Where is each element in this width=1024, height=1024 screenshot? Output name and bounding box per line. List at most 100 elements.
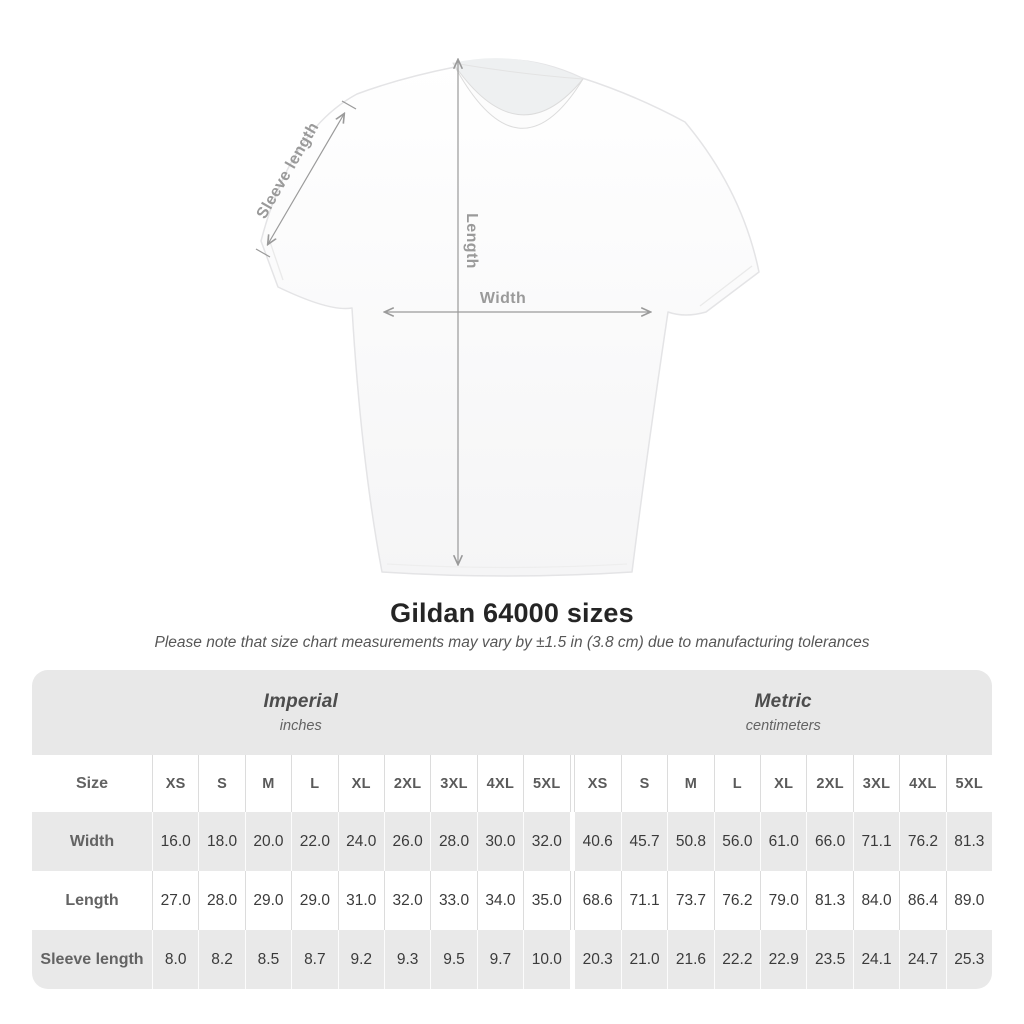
size-header-row: Size XS S M L XL 2XL 3XL 4XL 5XL XS S M L XL 2XL 3XL 4XL 5… — [32, 755, 992, 812]
metric-value: 40.6 — [582, 832, 613, 850]
metric-value: 21.6 — [667, 930, 713, 989]
imperial-value: 8.7 — [291, 930, 337, 989]
imperial-value: 9.2 — [337, 930, 384, 989]
metric-value: 76.2 — [899, 812, 945, 871]
metric-value: 86.4 — [899, 871, 945, 930]
metric-value: 45.7 — [620, 812, 667, 871]
metric-size-header: S — [620, 755, 667, 812]
metric-value: 22.9 — [760, 930, 806, 989]
imperial-size-header: 5XL — [523, 755, 569, 812]
metric-value: 22.2 — [713, 930, 760, 989]
tshirt-diagram: Width Length Sleeve length — [254, 40, 760, 577]
metric-value: 61.0 — [760, 812, 806, 871]
tshirt-image — [260, 58, 760, 577]
imperial-value: 32.0 — [523, 812, 569, 871]
metric-value: 68.6 — [582, 891, 613, 909]
imperial-value: 9.7 — [476, 930, 523, 989]
metric-section-header: Metric centimeters — [575, 670, 993, 755]
imperial-value: 8.5 — [244, 930, 291, 989]
row-label: Width — [69, 832, 115, 850]
metric-value: 24.1 — [852, 930, 899, 989]
imperial-value: 29.0 — [291, 871, 337, 930]
metric-unit-label: centimeters — [745, 718, 821, 734]
imperial-size-header: XS — [152, 755, 198, 812]
metric-value: 71.1 — [852, 812, 899, 871]
imperial-size-header: XL — [337, 755, 384, 812]
imperial-size-header: L — [291, 755, 337, 812]
metric-value: 66.0 — [806, 812, 852, 871]
table-row: Length 27.0 28.0 29.0 29.0 31.0 32.0 33.0 34.0 35… — [32, 871, 992, 930]
hem-seam — [386, 563, 628, 569]
imperial-size-header: S — [198, 755, 244, 812]
imperial-label: Imperial — [263, 691, 338, 712]
imperial-value: 8.2 — [198, 930, 244, 989]
metric-size-header: 2XL — [806, 755, 852, 812]
imperial-value: 18.0 — [198, 812, 244, 871]
metric-value: 24.7 — [899, 930, 945, 989]
table-row: Sleeve length 8.0 8.2 8.5 8.7 9.2 9.3 9.5 9.7 10.… — [32, 930, 992, 989]
page-title: Gildan 64000 sizes — [390, 598, 634, 628]
size-column-header: Size — [75, 774, 108, 792]
imperial-value: 26.0 — [383, 812, 430, 871]
metric-size-header: L — [713, 755, 760, 812]
imperial-size-header: 2XL — [383, 755, 430, 812]
metric-size-header: 3XL — [852, 755, 899, 812]
metric-size-header: XS — [587, 775, 608, 792]
collar-band — [452, 62, 584, 129]
length-measure-label: Length — [463, 213, 480, 269]
imperial-value: 31.0 — [337, 871, 384, 930]
metric-value: 73.7 — [667, 871, 713, 930]
sleeve-tick-bottom — [255, 248, 271, 258]
imperial-value: 8.0 — [152, 930, 198, 989]
metric-size-header: XL — [760, 755, 806, 812]
metric-value: 21.0 — [620, 930, 667, 989]
imperial-value: 32.0 — [383, 871, 430, 930]
imperial-value: 29.0 — [244, 871, 291, 930]
metric-value: 23.5 — [806, 930, 852, 989]
imperial-size-header: 4XL — [476, 755, 523, 812]
imperial-size-header: M — [244, 755, 291, 812]
imperial-value: 33.0 — [430, 871, 476, 930]
metric-value: 20.3 — [582, 950, 613, 968]
imperial-value: 35.0 — [523, 871, 569, 930]
imperial-size-header: 3XL — [430, 755, 476, 812]
neck-opening — [453, 58, 583, 115]
imperial-value: 9.3 — [383, 930, 430, 989]
right-sleeve-seam — [699, 265, 753, 307]
metric-value: 89.0 — [945, 871, 992, 930]
sleeve-measure-line — [268, 114, 344, 244]
units-band: Imperial inches Metric centimeters — [32, 670, 992, 755]
imperial-value: 9.5 — [430, 930, 476, 989]
metric-value: 81.3 — [806, 871, 852, 930]
imperial-value: 27.0 — [152, 871, 198, 930]
metric-value: 76.2 — [713, 871, 760, 930]
sleeve-tick-top — [341, 100, 357, 110]
column-gap — [569, 812, 575, 871]
imperial-value: 20.0 — [244, 812, 291, 871]
metric-value: 71.1 — [620, 871, 667, 930]
metric-value: 50.8 — [667, 812, 713, 871]
column-gap — [569, 755, 575, 812]
tshirt-body — [260, 58, 760, 577]
table-body: Width 16.0 18.0 20.0 22.0 24.0 26.0 28.0 30.0 32.… — [32, 812, 992, 989]
width-measure-label: Width — [480, 290, 526, 307]
metric-size-header: 5XL — [945, 755, 992, 812]
metric-value: 81.3 — [945, 812, 992, 871]
imperial-value: 10.0 — [523, 930, 569, 989]
imperial-value: 24.0 — [337, 812, 384, 871]
imperial-value: 28.0 — [198, 871, 244, 930]
row-label: Length — [65, 891, 119, 909]
metric-value: 84.0 — [852, 871, 899, 930]
table-row: Width 16.0 18.0 20.0 22.0 24.0 26.0 28.0 30.0 32.… — [32, 812, 992, 871]
metric-value: 25.3 — [945, 930, 992, 989]
imperial-value: 34.0 — [476, 871, 523, 930]
metric-size-header: M — [667, 755, 713, 812]
imperial-value: 28.0 — [430, 812, 476, 871]
back-collar-seam — [452, 62, 584, 80]
imperial-unit-label: inches — [279, 718, 322, 734]
column-gap — [569, 930, 575, 989]
metric-value: 79.0 — [760, 871, 806, 930]
row-label: Sleeve length — [40, 950, 144, 968]
imperial-value: 16.0 — [152, 812, 198, 871]
